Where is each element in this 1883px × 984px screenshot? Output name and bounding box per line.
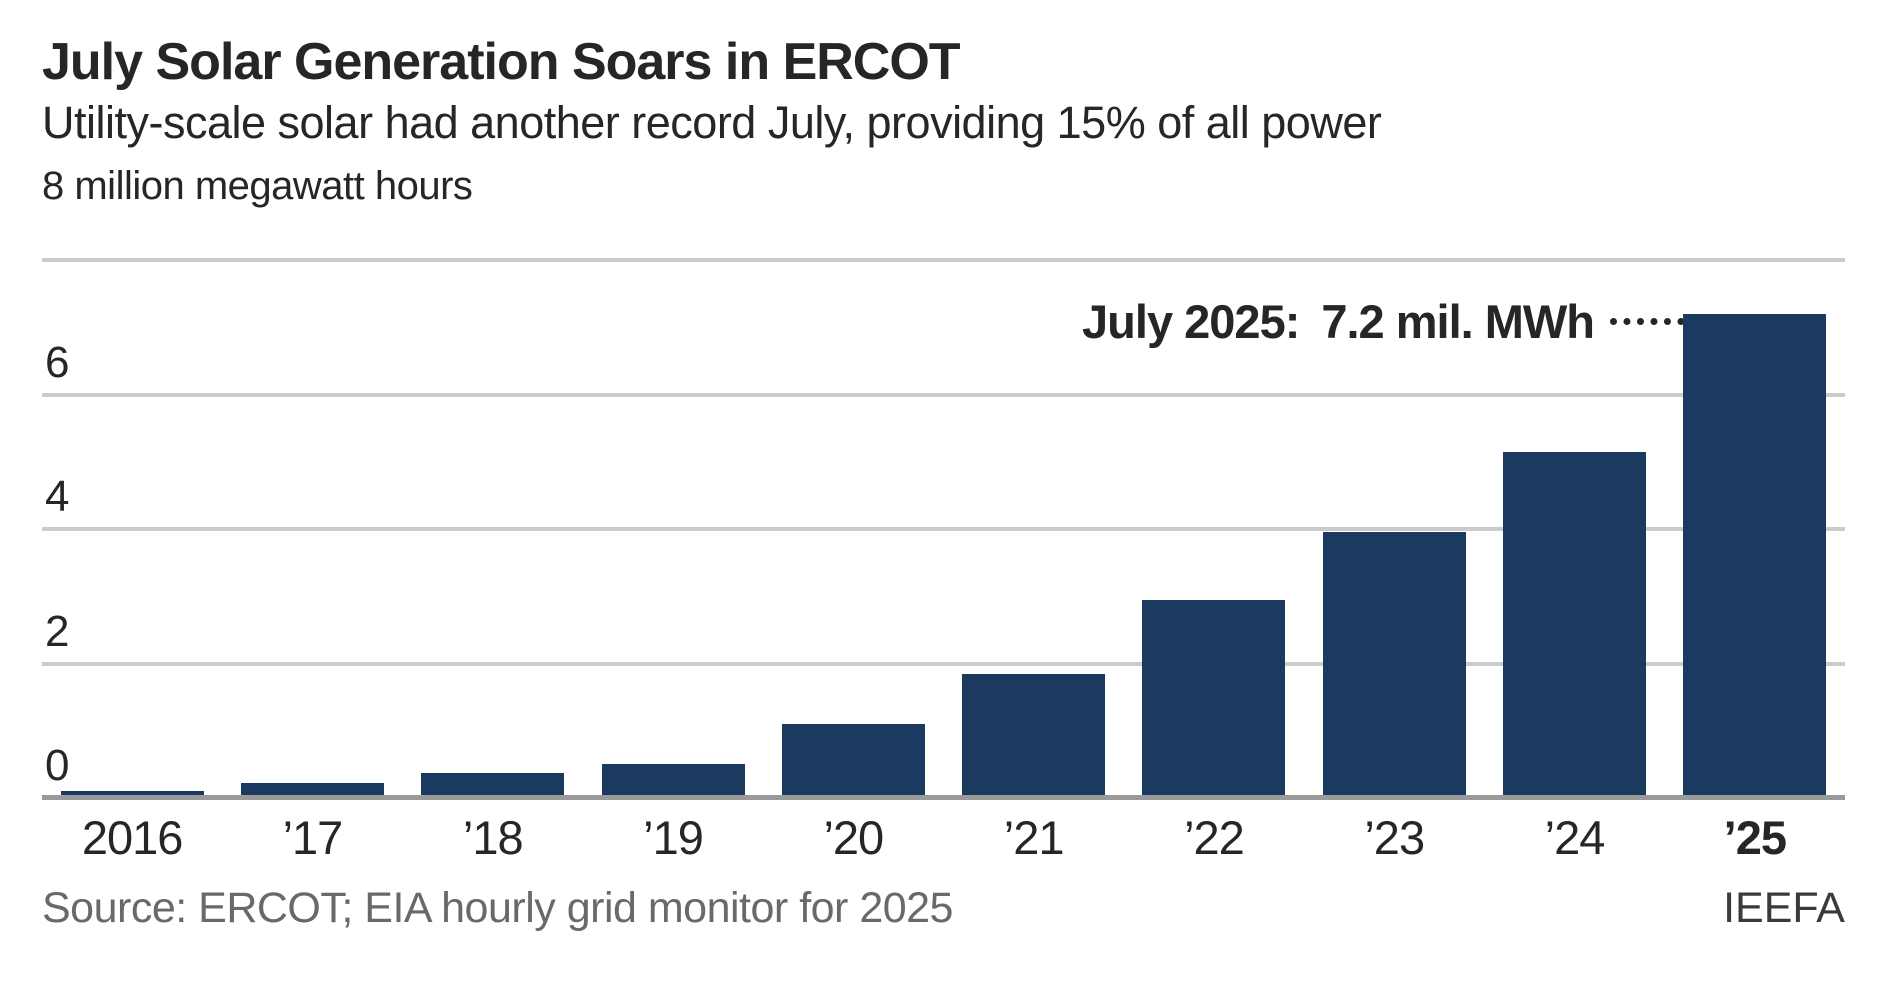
bar-17 — [240, 783, 384, 798]
bar-slot-2016 — [42, 260, 222, 798]
y-tick-label-4: 4 — [45, 472, 70, 521]
gridline-8 — [42, 258, 1845, 262]
gridline-4 — [42, 527, 1845, 531]
gridline-2 — [42, 661, 1845, 666]
bar-24 — [1503, 451, 1647, 798]
x-axis-labels: 2016 ’17 ’18 ’19 ’20 ’21 ’22 ’23 ’24 ’25 — [42, 810, 1845, 865]
x-tick-label-23: ’23 — [1364, 811, 1425, 864]
y-axis-unit-label: 8 million megawatt hours — [42, 164, 473, 208]
chart-title: July Solar Generation Soars in ERCOT — [42, 33, 961, 91]
bar-slot-18 — [403, 260, 583, 798]
annotation-july-2025: July 2025: 7.2 mil. MWh — [1082, 294, 1698, 349]
bar-22 — [1142, 599, 1286, 798]
x-axis-baseline — [42, 795, 1845, 800]
gridline-6 — [42, 392, 1845, 397]
bar-2016 — [60, 791, 204, 798]
bar-23 — [1322, 532, 1466, 798]
bar-18 — [421, 773, 565, 798]
bar-25 — [1683, 313, 1827, 798]
plot-area: 0 2 4 6 — [42, 258, 1845, 800]
x-tick-label-22: ’22 — [1184, 811, 1245, 864]
bar-slot-24 — [1484, 260, 1664, 798]
x-tick-label-19: ’19 — [643, 811, 704, 864]
bar-slot-25 — [1665, 260, 1845, 798]
bar-19 — [601, 764, 745, 798]
y-tick-label-6: 6 — [45, 337, 70, 387]
bar-slot-19 — [583, 260, 763, 798]
x-tick-label-25: ’25 — [1723, 811, 1787, 864]
bar-slot-17 — [222, 260, 402, 798]
bar-slot-23 — [1304, 260, 1484, 798]
bars-group — [42, 260, 1845, 798]
y-tick-label-2: 2 — [45, 606, 70, 656]
annotation-dotted-line — [1610, 318, 1698, 325]
bar-slot-21 — [943, 260, 1123, 798]
chart-subtitle: Utility-scale solar had another record J… — [42, 97, 1382, 148]
x-tick-label-21: ’21 — [1003, 811, 1065, 864]
bar-slot-22 — [1124, 260, 1304, 798]
annotation-label: July 2025: — [1082, 295, 1300, 348]
bar-20 — [781, 724, 925, 798]
x-tick-label-20: ’20 — [823, 811, 884, 864]
x-tick-label-18: ’18 — [462, 811, 524, 864]
credit-ieefa: IEEFA — [1723, 884, 1845, 932]
annotation-value: 7.2 mil. MWh — [1321, 295, 1595, 348]
y-tick-label-0: 0 — [45, 741, 70, 790]
bar-21 — [962, 673, 1106, 798]
x-tick-label-24: ’24 — [1544, 811, 1606, 864]
x-tick-label-2016: 2016 — [81, 811, 184, 864]
x-tick-label-17: ’17 — [282, 811, 344, 864]
bar-slot-20 — [763, 260, 943, 798]
source-note: Source: ERCOT; EIA hourly grid monitor f… — [42, 884, 953, 932]
